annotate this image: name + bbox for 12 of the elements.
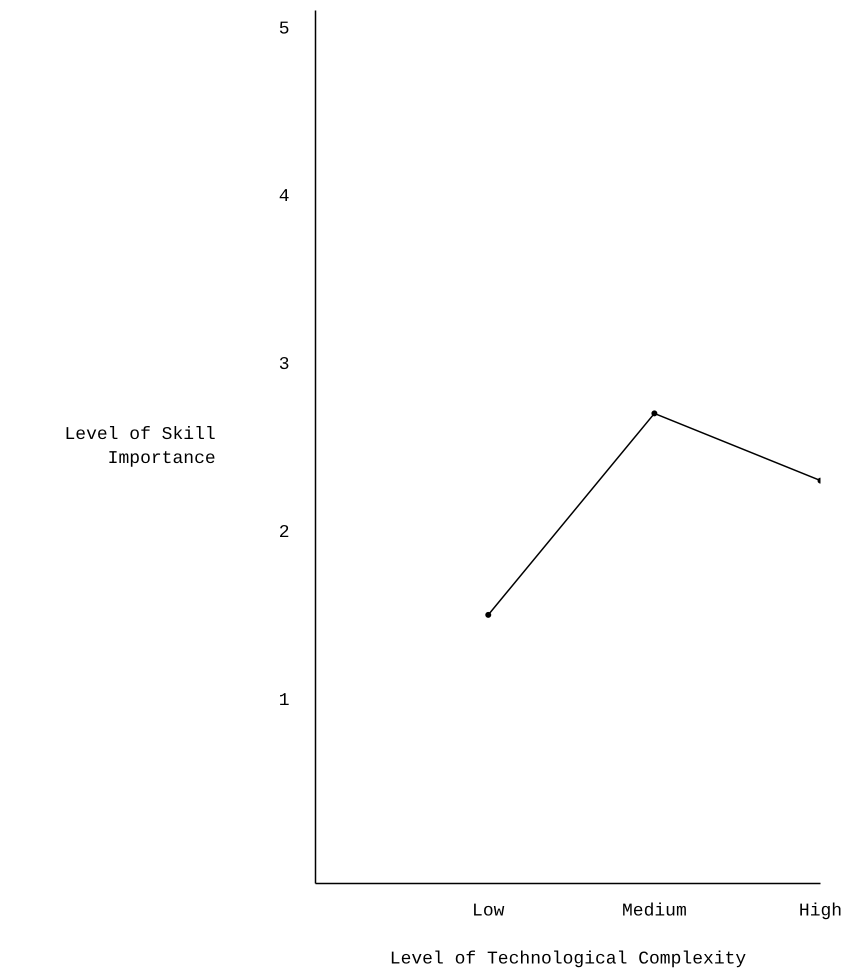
- y-axis-title: Level of Skill Importance: [64, 425, 216, 469]
- x-axis-title: Level of Technological Complexity: [390, 950, 746, 970]
- y-tick-label: 1: [278, 690, 290, 711]
- point: [651, 410, 658, 416]
- x-tick-label: Medium: [622, 902, 687, 922]
- x-tick-label: High: [798, 902, 842, 922]
- y-tick-label: 5: [278, 19, 290, 40]
- x-tick-label: Low: [472, 902, 505, 922]
- y-tick-label: 3: [278, 355, 290, 376]
- y-tick-label: 4: [278, 187, 290, 208]
- point: [485, 612, 492, 618]
- y-tick-label: 2: [278, 522, 290, 543]
